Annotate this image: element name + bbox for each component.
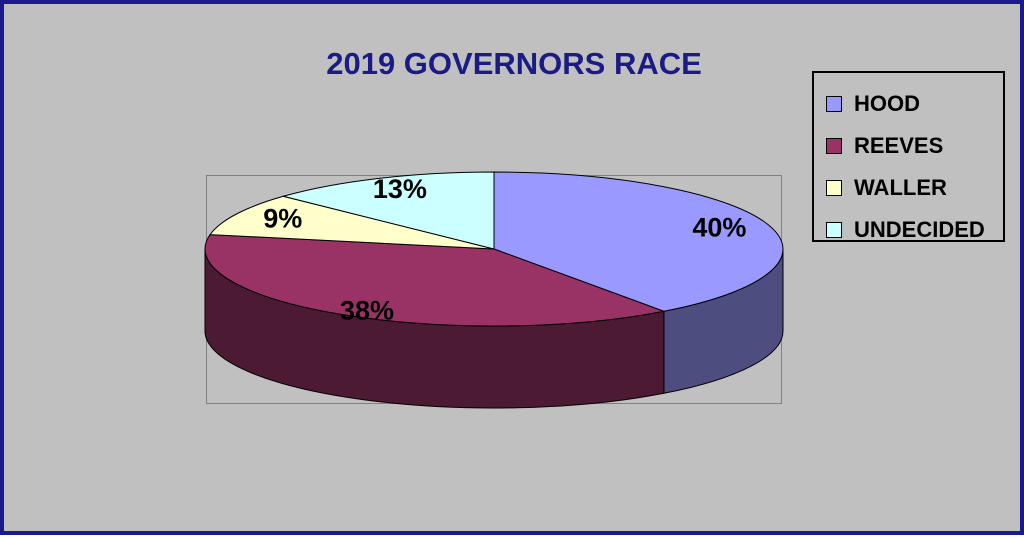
legend: HOOD REEVES WALLER UNDECIDED — [812, 71, 1005, 242]
pie-chart: 40% 38% 9% 13% — [204, 171, 784, 409]
pie-slice-waller — [209, 195, 495, 250]
legend-label-hood: HOOD — [854, 91, 920, 116]
legend-swatch-hood — [826, 96, 842, 112]
legend-item-undecided: UNDECIDED — [826, 209, 1003, 251]
legend-item-hood: HOOD — [826, 83, 1003, 125]
pie-tops — [204, 171, 784, 327]
legend-swatch-undecided — [826, 222, 842, 238]
legend-item-reeves: REEVES — [826, 125, 1003, 167]
legend-swatch-waller — [826, 180, 842, 196]
legend-label-reeves: REEVES — [854, 133, 944, 158]
pie-slice-undecided — [281, 171, 495, 250]
legend-label-undecided: UNDECIDED — [854, 217, 985, 242]
pie-sides — [204, 248, 784, 409]
chart-title: 2019 GOVERNORS RACE — [326, 46, 702, 81]
data-label-reeves: 38% — [340, 295, 394, 325]
legend-swatch-reeves — [826, 138, 842, 154]
legend-item-waller: WALLER — [826, 167, 1003, 209]
data-label-hood: 40% — [692, 213, 746, 243]
legend-label-waller: WALLER — [854, 175, 947, 200]
pie-slice-hood — [493, 171, 784, 312]
pie-slice-reeves — [204, 234, 666, 327]
data-label-waller: 9% — [263, 203, 302, 233]
pie-labels: 40% 38% 9% 13% — [263, 174, 746, 325]
data-label-undecided: 13% — [373, 174, 427, 204]
